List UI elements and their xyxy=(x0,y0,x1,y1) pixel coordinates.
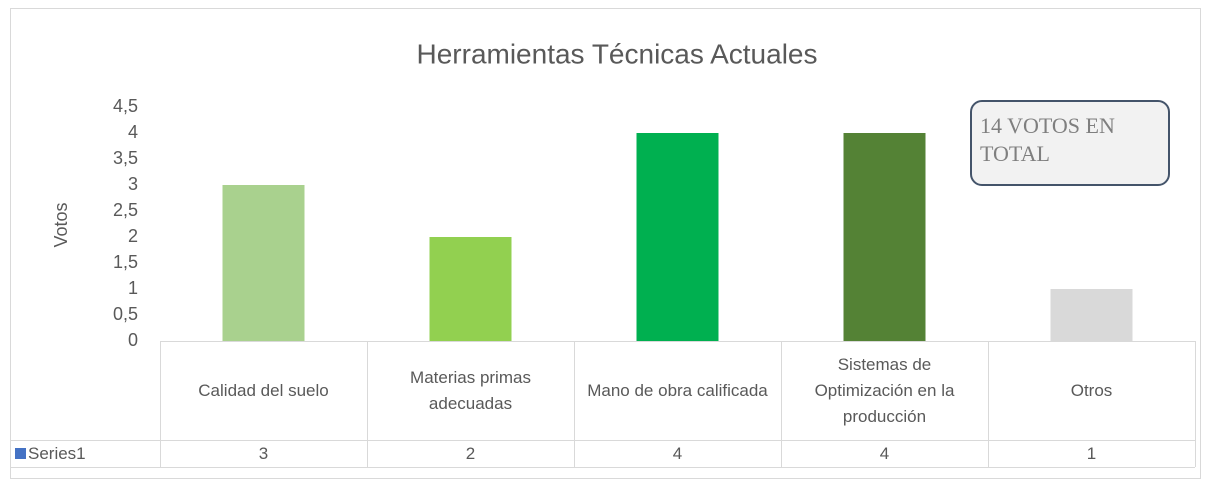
bar xyxy=(636,133,719,341)
y-tick-label: 3,5 xyxy=(113,148,138,168)
table-value: 1 xyxy=(1086,443,1097,463)
y-tick-label: 4 xyxy=(128,122,138,142)
table-value: 3 xyxy=(258,443,269,463)
x-tick-label: Mano de obra calificada xyxy=(587,380,768,400)
y-tick-label: 0 xyxy=(128,330,138,350)
x-tick-label: Materias primas adecuadas xyxy=(410,367,531,413)
legend-label: Series1 xyxy=(28,444,86,463)
y-tick-label: 1,5 xyxy=(113,252,138,272)
y-tick-label: 2,5 xyxy=(113,200,138,220)
x-tick-label: Otros xyxy=(1070,380,1113,400)
x-tick-label: Sistemas de Optimización en la producció… xyxy=(814,354,955,426)
y-tick-label: 1 xyxy=(128,278,138,298)
bar xyxy=(843,133,926,341)
legend-swatch xyxy=(15,448,26,459)
table-value: 4 xyxy=(879,443,890,463)
table-value: 4 xyxy=(672,443,683,463)
y-tick-label: 4,5 xyxy=(113,96,138,116)
y-tick-label: 3 xyxy=(128,174,138,194)
y-tick-label: 0,5 xyxy=(113,304,138,324)
x-tick-label: Calidad del suelo xyxy=(198,380,329,400)
bar xyxy=(1050,289,1133,341)
chart-border xyxy=(10,8,1201,479)
y-axis-label: Votos xyxy=(51,202,71,247)
annotation: 14 VOTOS EN TOTAL xyxy=(970,100,1170,186)
chart-title: Herramientas Técnicas Actuales xyxy=(417,38,818,69)
table-value: 2 xyxy=(465,443,476,463)
bar xyxy=(429,237,512,341)
y-tick-label: 2 xyxy=(128,226,138,246)
bar xyxy=(222,185,305,341)
